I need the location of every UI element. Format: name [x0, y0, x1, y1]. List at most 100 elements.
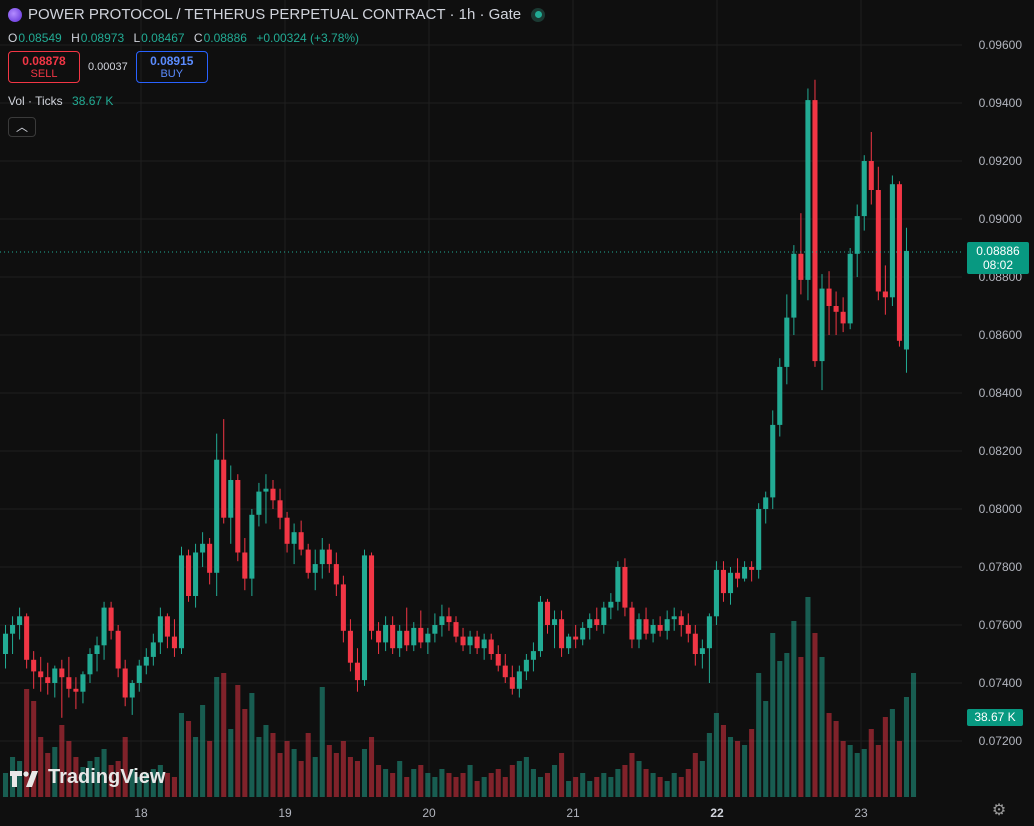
candle-body[interactable] — [678, 616, 684, 625]
candle-body[interactable] — [777, 366, 783, 425]
candle-body[interactable] — [277, 500, 283, 518]
candle-body[interactable] — [214, 459, 220, 573]
candle-body[interactable] — [502, 665, 508, 678]
candle-body[interactable] — [509, 677, 515, 689]
candle-body[interactable] — [791, 253, 797, 318]
volume-legend[interactable]: Vol · Ticks 38.67 K — [8, 94, 113, 108]
candle-body[interactable] — [249, 514, 255, 579]
candle-body[interactable] — [326, 549, 332, 565]
candle-body[interactable] — [889, 184, 895, 298]
candle-body[interactable] — [108, 607, 114, 631]
candle-body[interactable] — [516, 671, 522, 689]
candle-body[interactable] — [460, 636, 466, 646]
candle-body[interactable] — [685, 625, 691, 634]
candle-body[interactable] — [523, 659, 529, 672]
candle-body[interactable] — [446, 616, 452, 623]
candles[interactable] — [2, 79, 910, 718]
candle-body[interactable] — [115, 630, 121, 669]
candle-body[interactable] — [439, 616, 445, 625]
candle-body[interactable] — [52, 668, 58, 684]
candle-body[interactable] — [333, 564, 339, 585]
candle-body[interactable] — [31, 659, 37, 672]
price-axis[interactable]: 0.096000.094000.092000.090000.088000.086… — [979, 38, 1023, 748]
candle-body[interactable] — [157, 616, 163, 643]
candle-body[interactable] — [270, 488, 276, 501]
candle-body[interactable] — [136, 665, 142, 683]
gear-icon[interactable]: ⚙ — [991, 802, 1007, 819]
tradingview-logo[interactable]: TradingView — [10, 766, 165, 789]
candle-body[interactable] — [340, 584, 346, 631]
candle-body[interactable] — [882, 291, 888, 298]
candle-body[interactable] — [122, 668, 128, 698]
candle-body[interactable] — [770, 424, 776, 498]
candle-body[interactable] — [101, 607, 107, 646]
candle-body[interactable] — [312, 564, 318, 573]
candle-body[interactable] — [833, 306, 839, 312]
candle-body[interactable] — [784, 317, 790, 367]
candle-body[interactable] — [474, 636, 480, 649]
candle-body[interactable] — [601, 607, 607, 625]
symbol-header[interactable]: POWER PROTOCOL / TETHERUS PERPETUAL CONT… — [8, 6, 546, 23]
candle-body[interactable] — [66, 677, 72, 689]
candle-body[interactable] — [552, 619, 558, 625]
candle-body[interactable] — [727, 572, 734, 594]
candle-body[interactable] — [706, 616, 712, 649]
candle-body[interactable] — [587, 619, 593, 628]
candle-body[interactable] — [657, 625, 663, 631]
sell-button[interactable]: 0.08878 SELL — [8, 51, 80, 83]
candle-body[interactable] — [453, 622, 459, 637]
candle-body[interactable] — [150, 642, 156, 657]
candle-body[interactable] — [467, 636, 473, 646]
candle-body[interactable] — [38, 671, 44, 678]
candle-body[interactable] — [875, 190, 881, 292]
candle-body[interactable] — [235, 480, 241, 553]
candle-body[interactable] — [622, 567, 628, 608]
candle-body[interactable] — [840, 311, 846, 324]
candle-body[interactable] — [24, 616, 30, 660]
candle-body[interactable] — [537, 601, 543, 652]
candle-body[interactable] — [425, 633, 431, 643]
candle-body[interactable] — [488, 639, 494, 655]
candle-body[interactable] — [903, 250, 910, 350]
time-axis[interactable]: 18 19 20 21 22 23 — [134, 806, 868, 820]
candle-body[interactable] — [720, 569, 727, 594]
candle-body[interactable] — [692, 633, 698, 654]
candle-body[interactable] — [376, 630, 382, 643]
candle-body[interactable] — [73, 688, 79, 692]
candle-body[interactable] — [369, 555, 375, 631]
candle-body[interactable] — [805, 100, 811, 280]
candle-body[interactable] — [291, 532, 297, 544]
candle-body[interactable] — [566, 636, 572, 649]
candle-body[interactable] — [594, 619, 600, 625]
candle-body[interactable] — [812, 100, 818, 362]
candle-body[interactable] — [171, 636, 177, 649]
candle-body[interactable] — [347, 630, 353, 663]
candle-body[interactable] — [354, 662, 360, 681]
candle-body[interactable] — [847, 253, 853, 324]
candle-body[interactable] — [495, 654, 501, 666]
candle-body[interactable] — [263, 488, 269, 492]
candle-body[interactable] — [185, 555, 192, 596]
candle-body[interactable] — [643, 619, 649, 634]
candle-body[interactable] — [763, 497, 769, 509]
candle-body[interactable] — [59, 668, 65, 678]
candle-body[interactable] — [193, 552, 199, 597]
candle-body[interactable] — [650, 625, 656, 634]
candle-body[interactable] — [819, 288, 825, 362]
candle-body[interactable] — [80, 674, 86, 692]
candle-body[interactable] — [699, 648, 705, 654]
candle-body[interactable] — [256, 491, 262, 515]
candle-body[interactable] — [164, 616, 170, 637]
candle-body[interactable] — [221, 459, 227, 518]
candle-body[interactable] — [404, 630, 410, 646]
candle-body[interactable] — [129, 683, 135, 698]
candle-body[interactable] — [854, 216, 860, 254]
candle-body[interactable] — [742, 567, 748, 579]
candle-body[interactable] — [298, 532, 304, 550]
candle-body[interactable] — [228, 480, 234, 518]
candle-body[interactable] — [826, 288, 832, 306]
symbol-title[interactable]: POWER PROTOCOL / TETHERUS PERPETUAL CONT… — [28, 6, 522, 23]
candle-body[interactable] — [636, 619, 642, 640]
candle-body[interactable] — [418, 627, 424, 643]
